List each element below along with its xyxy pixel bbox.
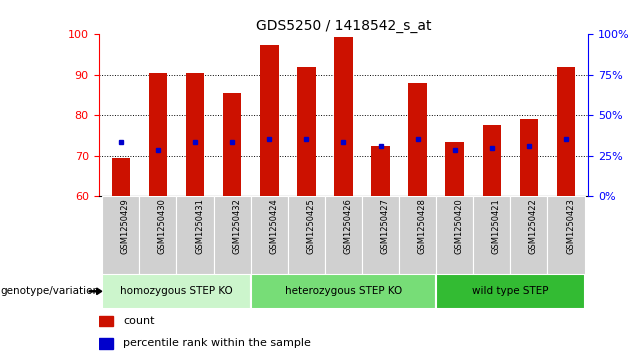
- Bar: [297, 67, 315, 196]
- Bar: [288, 196, 325, 274]
- Text: GSM1250429: GSM1250429: [121, 198, 130, 254]
- Bar: [223, 93, 242, 196]
- Bar: [251, 274, 436, 309]
- Text: count: count: [123, 316, 155, 326]
- Bar: [214, 196, 251, 274]
- Text: GSM1250426: GSM1250426: [343, 198, 352, 254]
- Bar: [445, 142, 464, 196]
- Bar: [99, 315, 113, 326]
- Text: wild type STEP: wild type STEP: [472, 286, 549, 296]
- Text: homozygous STEP KO: homozygous STEP KO: [120, 286, 233, 296]
- Text: GSM1250424: GSM1250424: [269, 198, 278, 254]
- Bar: [149, 73, 167, 196]
- Bar: [548, 196, 584, 274]
- Bar: [99, 338, 113, 348]
- Text: GSM1250427: GSM1250427: [380, 198, 389, 254]
- Bar: [473, 196, 511, 274]
- Text: GSM1250420: GSM1250420: [455, 198, 464, 254]
- Bar: [102, 274, 251, 309]
- Text: GSM1250421: GSM1250421: [492, 198, 501, 254]
- Bar: [408, 83, 427, 196]
- Text: GSM1250432: GSM1250432: [232, 198, 241, 254]
- Bar: [483, 125, 501, 196]
- Text: GSM1250428: GSM1250428: [418, 198, 427, 254]
- Text: GSM1250422: GSM1250422: [529, 198, 538, 254]
- Bar: [556, 67, 576, 196]
- Text: GSM1250431: GSM1250431: [195, 198, 204, 254]
- Bar: [139, 196, 177, 274]
- Bar: [325, 196, 362, 274]
- Bar: [511, 196, 548, 274]
- Bar: [251, 196, 288, 274]
- Text: percentile rank within the sample: percentile rank within the sample: [123, 338, 311, 348]
- Bar: [399, 196, 436, 274]
- Bar: [520, 119, 538, 196]
- Text: genotype/variation: genotype/variation: [0, 286, 99, 296]
- Bar: [371, 146, 390, 196]
- Bar: [102, 196, 139, 274]
- Bar: [260, 45, 279, 196]
- Bar: [436, 196, 473, 274]
- Bar: [111, 158, 130, 196]
- Text: heterozygous STEP KO: heterozygous STEP KO: [285, 286, 402, 296]
- Bar: [177, 196, 214, 274]
- Bar: [362, 196, 399, 274]
- Text: GSM1250425: GSM1250425: [307, 198, 315, 254]
- Text: GSM1250423: GSM1250423: [566, 198, 575, 254]
- Text: GSM1250430: GSM1250430: [158, 198, 167, 254]
- Title: GDS5250 / 1418542_s_at: GDS5250 / 1418542_s_at: [256, 20, 431, 33]
- Bar: [334, 37, 353, 196]
- Bar: [436, 274, 584, 309]
- Bar: [186, 73, 204, 196]
